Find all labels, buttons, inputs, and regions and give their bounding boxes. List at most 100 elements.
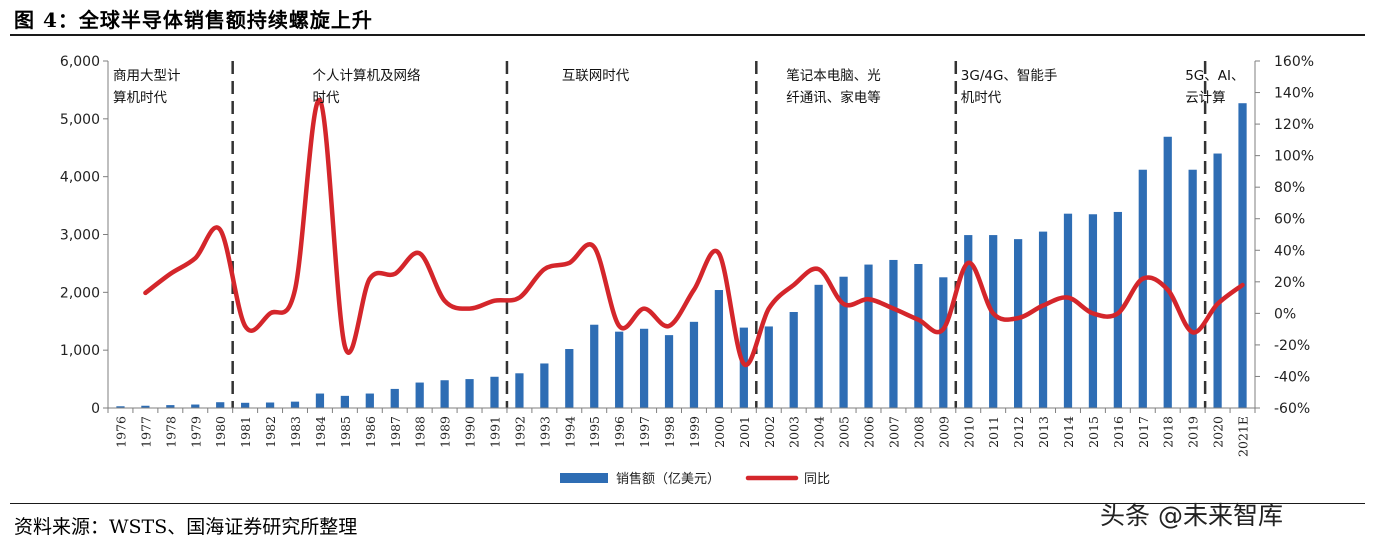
bar-2000: [714, 290, 724, 408]
bar-2010: [964, 235, 973, 408]
bar-1995: [590, 324, 599, 408]
left-tick-label: 5,000: [60, 112, 100, 128]
bar-2009: [939, 277, 948, 408]
bar-2007: [889, 259, 898, 408]
x-tick-label: 1978: [163, 416, 178, 448]
left-tick-label: 2,000: [60, 285, 100, 301]
x-tick-label: 2011: [986, 416, 1001, 448]
x-tick-label: 2012: [1011, 416, 1026, 448]
bar-1984: [315, 393, 325, 408]
bar-1997: [639, 328, 649, 408]
x-tick-label: 2020: [1211, 416, 1226, 448]
right-tick-label: 160%: [1274, 54, 1314, 70]
x-tick-label: 1999: [687, 416, 702, 448]
left-tick-label: 6,000: [60, 54, 100, 70]
right-tick-label: -60%: [1274, 401, 1310, 417]
era-label: 3G/4G、智能手: [961, 68, 1058, 84]
yoy-growth-line: [143, 98, 1245, 368]
bar-2005: [839, 276, 848, 408]
x-tick-label: 1990: [463, 416, 478, 448]
x-tick-label: 1979: [188, 416, 203, 448]
bar-2012: [1014, 239, 1023, 408]
x-tick-label: 2015: [1086, 416, 1101, 448]
x-tick-label: 1980: [213, 416, 228, 448]
x-tick-label: 2002: [762, 416, 777, 448]
x-tick-label: 1987: [388, 416, 403, 448]
x-tick-label: 2010: [961, 416, 976, 448]
right-tick-label: 60%: [1274, 212, 1305, 228]
x-tick-label: 1997: [637, 416, 652, 448]
bar-2008: [914, 263, 923, 408]
bar-1976: [116, 406, 125, 408]
bar-1980: [216, 402, 225, 408]
bar-1990: [465, 379, 474, 408]
x-tick-label: 2016: [1111, 416, 1126, 448]
bar-2004: [814, 284, 823, 408]
bar-2014: [1063, 213, 1073, 408]
x-tick-label: 1986: [363, 416, 378, 448]
x-tick-label: 2006: [862, 416, 877, 448]
x-tick-label: 2003: [787, 416, 802, 448]
bar-1998: [664, 335, 674, 408]
era-label: 云计算: [1185, 90, 1226, 106]
left-tick-label: 4,000: [60, 170, 100, 186]
x-tick-label: 1983: [288, 416, 303, 448]
bar-2013: [1038, 231, 1048, 408]
era-label: 商用大型计: [113, 68, 181, 84]
x-tick-label: 2001: [737, 416, 752, 448]
x-tick-label: 2021E: [1236, 416, 1251, 457]
era-label: 机时代: [961, 90, 1002, 106]
bar-1989: [440, 380, 449, 408]
bar-1981: [241, 402, 250, 408]
x-tick-label: 1991: [487, 416, 502, 448]
right-tick-label: 100%: [1274, 149, 1314, 165]
x-tick-label: 1992: [512, 416, 527, 448]
bar-2021E: [1238, 103, 1247, 409]
era-label: 笔记本电脑、光: [786, 68, 881, 84]
bar-series: [116, 103, 1247, 409]
right-tick-label: 0%: [1274, 306, 1296, 322]
bar-1986: [365, 393, 374, 408]
line-series: [143, 98, 1245, 368]
bar-1979: [191, 404, 200, 408]
era-label: 算机时代: [113, 90, 167, 106]
axes: 1976 1977 1978 1979 1980 1981 1982 1983 1984 1985…: [60, 54, 1314, 457]
x-tick-label: 2008: [911, 416, 926, 448]
right-tick-label: 140%: [1274, 86, 1314, 102]
bar-1983: [290, 401, 300, 408]
x-tick-label: 2009: [936, 416, 951, 448]
right-tick-label: 20%: [1274, 275, 1305, 291]
legend-label-yoy: 同比: [804, 472, 830, 487]
x-tick-label: 1998: [662, 416, 677, 448]
right-tick-label: -40%: [1274, 369, 1310, 385]
left-tick-label: 1,000: [60, 343, 100, 359]
left-tick-label: 3,000: [60, 228, 100, 244]
right-tick-label: -20%: [1274, 338, 1310, 354]
bar-1992: [515, 373, 524, 408]
x-tick-label: 2018: [1161, 416, 1176, 448]
era-label: 时代: [312, 90, 339, 106]
bar-1994: [565, 349, 574, 408]
x-tick-label: 1995: [587, 416, 602, 448]
right-tick-label: 80%: [1274, 180, 1305, 196]
title-rule: [10, 34, 1365, 36]
x-tick-label: 1985: [338, 416, 353, 448]
x-tick-label: 1976: [113, 416, 128, 448]
x-tick-label: 1993: [537, 416, 552, 448]
bar-1978: [166, 405, 175, 408]
era-label: 纤通讯、家电等: [786, 89, 881, 106]
x-tick-label: 1989: [438, 416, 453, 448]
x-tick-label: 1996: [612, 416, 627, 448]
bar-2018: [1163, 136, 1172, 409]
right-tick-label: 120%: [1274, 117, 1314, 133]
bar-2016: [1113, 211, 1122, 408]
bar-2017: [1138, 169, 1147, 408]
x-tick-label: 2005: [837, 416, 852, 448]
x-tick-label: 2013: [1036, 416, 1051, 448]
x-tick-label: 2007: [886, 416, 901, 448]
x-tick-label: 1981: [238, 416, 253, 448]
era-label: 5G、AI、: [1185, 68, 1244, 84]
bar-1987: [390, 388, 399, 408]
era-label: 互联网时代: [562, 68, 630, 84]
